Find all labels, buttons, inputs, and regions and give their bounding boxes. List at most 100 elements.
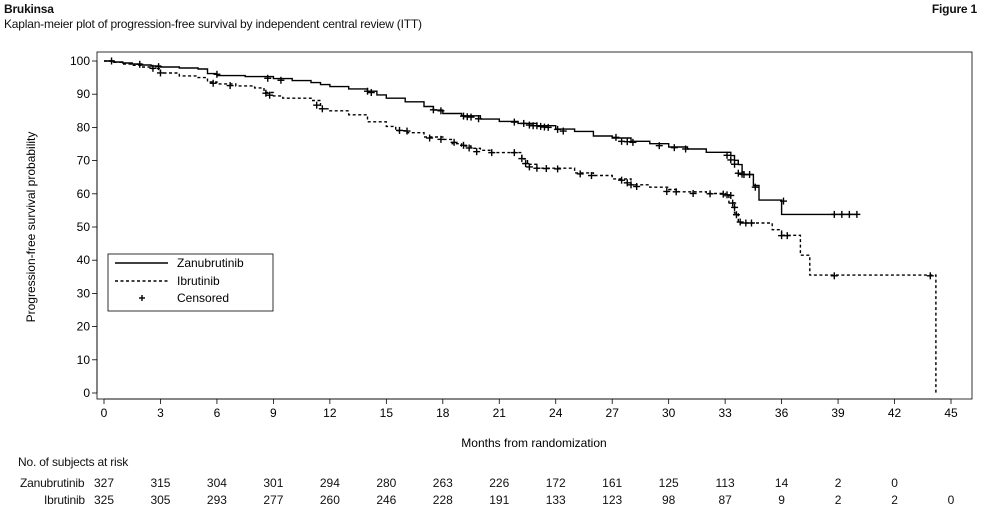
censor-mark-zanubrutinib bbox=[277, 76, 285, 84]
x-tick-label: 21 bbox=[493, 406, 507, 420]
censor-mark-zanubrutinib bbox=[510, 118, 518, 126]
censor-mark-ibrutinib bbox=[226, 82, 234, 90]
risk-value: 301 bbox=[263, 476, 284, 490]
series-line-zanubrutinib bbox=[104, 60, 857, 216]
censor-mark-zanubrutinib bbox=[520, 119, 528, 127]
risk-value: 161 bbox=[602, 476, 623, 490]
censor-mark-ibrutinib bbox=[473, 148, 481, 156]
y-tick-label: 10 bbox=[77, 353, 91, 367]
risk-value: 2 bbox=[891, 493, 898, 507]
censor-mark-zanubrutinib bbox=[367, 89, 375, 97]
x-tick-label: 6 bbox=[214, 406, 221, 420]
risk-value: 123 bbox=[602, 493, 623, 507]
y-tick-label: 40 bbox=[77, 253, 91, 267]
risk-value: 113 bbox=[715, 476, 735, 490]
censor-mark-ibrutinib bbox=[525, 163, 533, 171]
censor-mark-ibrutinib bbox=[731, 203, 739, 211]
x-tick-label: 9 bbox=[270, 406, 277, 420]
plot-frame bbox=[96, 51, 973, 400]
censor-mark-ibrutinib bbox=[426, 134, 434, 142]
risk-value: 125 bbox=[658, 476, 679, 490]
risk-value: 133 bbox=[545, 493, 566, 507]
censor-mark-ibrutinib bbox=[672, 188, 680, 196]
censor-mark-zanubrutinib bbox=[554, 125, 562, 133]
y-tick-label: 20 bbox=[77, 320, 91, 334]
risk-value: 191 bbox=[489, 493, 510, 507]
risk-value: 228 bbox=[432, 493, 453, 507]
risk-value: 280 bbox=[376, 476, 397, 490]
risk-value: 172 bbox=[545, 476, 566, 490]
censor-mark-zanubrutinib bbox=[467, 113, 475, 121]
censor-mark-ibrutinib bbox=[732, 211, 740, 219]
censor-mark-zanubrutinib bbox=[475, 115, 483, 123]
series-line-ibrutinib bbox=[104, 60, 937, 393]
censor-mark-zanubrutinib bbox=[845, 210, 853, 218]
censor-mark-ibrutinib bbox=[450, 138, 458, 146]
risk-value: 0 bbox=[947, 493, 955, 507]
legend-zanubrutinib-label: Zanubrutinib bbox=[177, 256, 244, 270]
censor-mark-zanubrutinib bbox=[364, 87, 372, 95]
censor-mark-zanubrutinib bbox=[213, 70, 221, 78]
censor-mark-ibrutinib bbox=[396, 126, 404, 134]
censor-mark-ibrutinib bbox=[510, 149, 518, 157]
y-tick-label: 30 bbox=[77, 286, 91, 300]
censor-mark-ibrutinib bbox=[262, 89, 270, 97]
x-tick-label: 39 bbox=[831, 406, 845, 420]
x-tick-label: 45 bbox=[944, 406, 958, 420]
y-tick-label: 60 bbox=[77, 187, 91, 201]
censor-mark-zanubrutinib bbox=[746, 171, 754, 179]
legend: Zanubrutinib Ibrutinib Censored bbox=[107, 253, 274, 312]
censor-mark-ibrutinib bbox=[437, 135, 445, 143]
risk-table-title: No. of subjects at risk bbox=[18, 455, 129, 469]
y-tick-label: 100 bbox=[70, 54, 90, 68]
risk-value: 260 bbox=[319, 493, 340, 507]
censor-mark-ibrutinib bbox=[587, 172, 595, 180]
risk-value: 98 bbox=[661, 493, 676, 507]
censor-mark-ibrutinib bbox=[313, 101, 321, 109]
risk-value: 277 bbox=[263, 493, 284, 507]
censor-mark-zanubrutinib bbox=[655, 142, 663, 150]
censor-mark-zanubrutinib bbox=[853, 210, 861, 218]
legend-censored-marker bbox=[139, 295, 145, 301]
y-tick-label: 50 bbox=[77, 220, 91, 234]
risk-value: 263 bbox=[432, 476, 453, 490]
x-tick-label: 0 bbox=[101, 406, 108, 420]
censor-mark-ibrutinib bbox=[783, 232, 791, 240]
censor-mark-ibrutinib bbox=[209, 79, 217, 87]
censor-mark-ibrutinib bbox=[518, 155, 526, 163]
risk-value: 246 bbox=[376, 493, 397, 507]
censor-mark-ibrutinib bbox=[522, 160, 530, 168]
censor-mark-ibrutinib bbox=[318, 105, 326, 113]
censor-mark-ibrutinib bbox=[623, 179, 631, 187]
risk-value: 305 bbox=[150, 493, 171, 507]
censor-mark-zanubrutinib bbox=[723, 151, 731, 159]
censor-mark-zanubrutinib bbox=[731, 160, 739, 168]
x-tick-label: 3 bbox=[157, 406, 164, 420]
y-tick-label: 80 bbox=[77, 120, 91, 134]
censor-mark-zanubrutinib bbox=[559, 127, 567, 135]
censor-mark-ibrutinib bbox=[926, 272, 934, 280]
risk-value: 325 bbox=[93, 493, 115, 507]
x-tick-label: 27 bbox=[606, 406, 620, 420]
censor-mark-ibrutinib bbox=[736, 218, 744, 226]
censor-mark-ibrutinib bbox=[542, 165, 550, 173]
censor-mark-ibrutinib bbox=[627, 181, 635, 189]
censor-mark-ibrutinib bbox=[149, 64, 157, 72]
censor-mark-ibrutinib bbox=[830, 272, 838, 280]
figure-label: Figure 1 bbox=[931, 2, 977, 16]
censor-mark-ibrutinib bbox=[727, 191, 735, 199]
x-tick-label: 30 bbox=[662, 406, 676, 420]
risk-value: 87 bbox=[718, 493, 732, 507]
censor-mark-ibrutinib bbox=[729, 199, 737, 207]
risk-value: 293 bbox=[206, 493, 227, 507]
y-tick-label: 0 bbox=[83, 386, 90, 400]
risk-value: 0 bbox=[891, 476, 898, 490]
censor-mark-ibrutinib bbox=[403, 127, 411, 135]
legend-ibrutinib-label: Ibrutinib bbox=[177, 274, 220, 288]
chart-subtitle: Kaplan-meier plot of progression-free su… bbox=[4, 17, 422, 31]
x-axis-label: Months from randomization bbox=[461, 436, 606, 450]
censor-mark-ibrutinib bbox=[618, 176, 626, 184]
censor-mark-zanubrutinib bbox=[437, 107, 445, 115]
y-axis-label: Progression-free survival probability bbox=[24, 132, 38, 323]
